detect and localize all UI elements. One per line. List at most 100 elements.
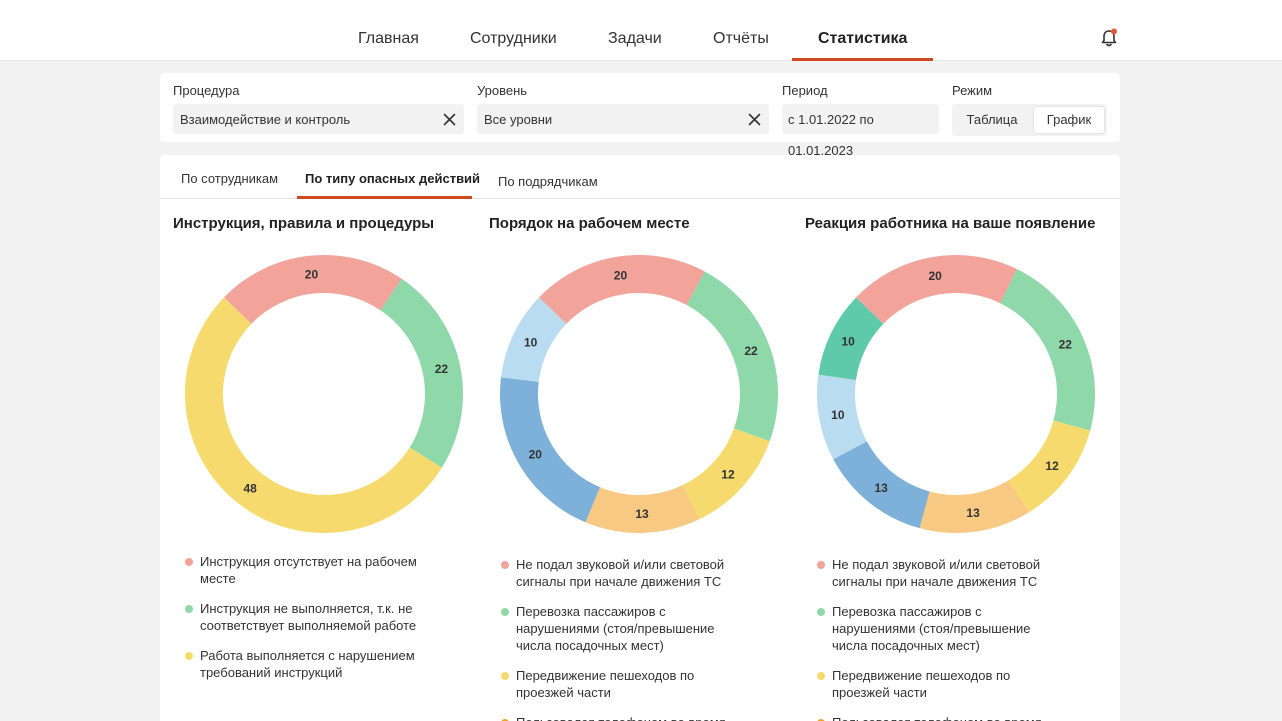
nav-item-home[interactable]: Главная [358, 30, 419, 47]
legend-dot [501, 672, 509, 680]
legend-label: Передвижение пешеходов по проезжей части [832, 668, 1011, 700]
legend-dot [817, 608, 825, 616]
legend-label: Пользовался телефоном во время [832, 715, 1042, 721]
donut-slice [380, 278, 464, 468]
donut-slice [686, 271, 778, 442]
main-nav: Главная Сотрудники Задачи Отчёты Статист… [0, 0, 1282, 61]
donut-chart-instructions: 20 22 48 [185, 254, 464, 533]
level-select[interactable]: Все уровни [477, 104, 769, 134]
slice-value-label: 20 [529, 447, 543, 461]
legend-dot [185, 605, 193, 613]
slice-value-label: 20 [928, 269, 942, 283]
notification-bell-icon[interactable] [1100, 28, 1118, 48]
slice-value-label: 22 [435, 362, 449, 376]
tab-by-contractors[interactable]: По подрядчикам [498, 174, 598, 189]
slice-value-label: 13 [874, 481, 888, 495]
legend-dot [501, 608, 509, 616]
statistics-panel: По сотрудникам По типу опасных действий … [160, 155, 1120, 721]
donut-slice [224, 254, 402, 324]
slice-value-label: 13 [635, 507, 649, 521]
donut-slice [856, 255, 1017, 324]
donut-slice [1008, 420, 1091, 513]
slice-value-label: 12 [721, 468, 735, 482]
nav-item-statistics[interactable]: Статистика [791, 0, 935, 61]
legend-item: Передвижение пешеходов по проезжей части [489, 667, 749, 701]
procedure-select[interactable]: Взаимодействие и контроль [173, 104, 464, 134]
slice-value-label: 10 [841, 334, 855, 348]
legend-dot [501, 561, 509, 569]
legend-item: Инструкция отсутствует на рабочем месте [173, 553, 433, 587]
legend-label: Не подал звуковой и/или световой сигналы… [832, 557, 1041, 589]
slice-value-label: 20 [305, 268, 319, 282]
legend-label: Не подал звуковой и/или световой сигналы… [516, 557, 725, 589]
mode-toggle: Таблица График [952, 104, 1107, 136]
slice-value-label: 13 [966, 506, 980, 520]
period-label: Период [782, 83, 828, 98]
legend-label: Перевозка пассажиров с нарушениями (стоя… [832, 604, 1031, 653]
filters-bar: Процедура Взаимодействие и контроль Уров… [160, 73, 1120, 158]
tab-by-hazard-type[interactable]: По типу опасных действий [305, 171, 481, 186]
tabs-bar: По сотрудникам По типу опасных действий … [160, 155, 1120, 199]
legend-item: Перевозка пассажиров с нарушениями (стоя… [805, 603, 1065, 654]
slice-value-label: 10 [524, 335, 538, 349]
legend-workplace-order: Не подал звуковой и/или световой сигналы… [489, 556, 749, 721]
legend-label: Перевозка пассажиров с нарушениями (стоя… [516, 604, 715, 653]
legend-dot [817, 719, 825, 721]
donut-slice [833, 441, 930, 529]
legend-item: Пользовался телефоном во время [489, 714, 749, 721]
donut-slice [682, 428, 770, 520]
slice-value-label: 10 [831, 408, 845, 422]
legend-worker-reaction: Не подал звуковой и/или световой сигналы… [805, 556, 1065, 721]
nav-item-reports[interactable]: Отчёты [713, 30, 769, 47]
legend-dot [185, 652, 193, 660]
clear-level-icon[interactable] [748, 113, 761, 126]
chart-title-worker-reaction: Реакция работника на ваше появление [805, 215, 1096, 232]
nav-item-employees[interactable]: Сотрудники [470, 30, 557, 47]
level-value: Все уровни [484, 112, 553, 127]
top-bar: Главная Сотрудники Задачи Отчёты Статист… [0, 0, 1282, 61]
procedure-value: Взаимодействие и контроль [180, 112, 351, 127]
slice-value-label: 22 [744, 344, 758, 358]
donut-slice [185, 297, 442, 533]
legend-item: Не подал звуковой и/или световой сигналы… [489, 556, 749, 590]
legend-item: Передвижение пешеходов по проезжей части [805, 667, 1065, 701]
clear-procedure-icon[interactable] [443, 113, 456, 126]
legend-dot [185, 558, 193, 566]
period-picker[interactable]: с 1.01.2022 по 01.01.2023 [782, 104, 939, 158]
slice-value-label: 12 [1045, 459, 1059, 473]
legend-item: Не подал звуковой и/или световой сигналы… [805, 556, 1065, 590]
legend-label: Пользовался телефоном во время [516, 715, 726, 721]
donut-slice [585, 485, 700, 533]
donut-slice [817, 374, 867, 460]
donut-slice [919, 480, 1029, 533]
mode-chart-button[interactable]: График [1034, 107, 1104, 133]
nav-item-tasks[interactable]: Задачи [608, 30, 662, 47]
legend-dot [817, 561, 825, 569]
slice-value-label: 48 [243, 482, 257, 496]
period-value: с 1.01.2022 по 01.01.2023 [788, 112, 874, 158]
mode-table-button[interactable]: Таблица [966, 112, 1018, 127]
chart-title-workplace-order: Порядок на рабочем месте [489, 215, 690, 232]
donut-chart-worker-reaction: 20 22 12 13 13 10 10 [817, 255, 1095, 533]
legend-dot [817, 672, 825, 680]
legend-instructions: Инструкция отсутствует на рабочем месте И… [173, 553, 433, 694]
donut-slice [539, 255, 705, 324]
tab-by-employees[interactable]: По сотрудникам [181, 171, 279, 186]
donut-slice [500, 377, 601, 523]
donut-slice [501, 297, 567, 382]
donut-chart-workplace-order: 20 22 12 13 20 10 [500, 255, 778, 533]
legend-label: Инструкция не выполняется, т.к. не соотв… [200, 601, 417, 633]
legend-label: Работа выполняется с нарушением требован… [200, 648, 415, 680]
mode-label: Режим [952, 83, 993, 98]
donut-slice [1000, 269, 1095, 431]
legend-label: Инструкция отсутствует на рабочем месте [200, 554, 417, 586]
legend-item: Пользовался телефоном во время [805, 714, 1065, 721]
slice-value-label: 22 [1059, 337, 1073, 351]
legend-item: Инструкция не выполняется, т.к. не соотв… [173, 600, 433, 634]
legend-label: Передвижение пешеходов по проезжей части [516, 668, 695, 700]
donut-slice [818, 297, 884, 380]
level-label: Уровень [477, 83, 528, 98]
legend-item: Перевозка пассажиров с нарушениями (стоя… [489, 603, 749, 654]
procedure-label: Процедура [173, 83, 240, 98]
chart-title-instructions: Инструкция, правила и процедуры [173, 215, 435, 232]
